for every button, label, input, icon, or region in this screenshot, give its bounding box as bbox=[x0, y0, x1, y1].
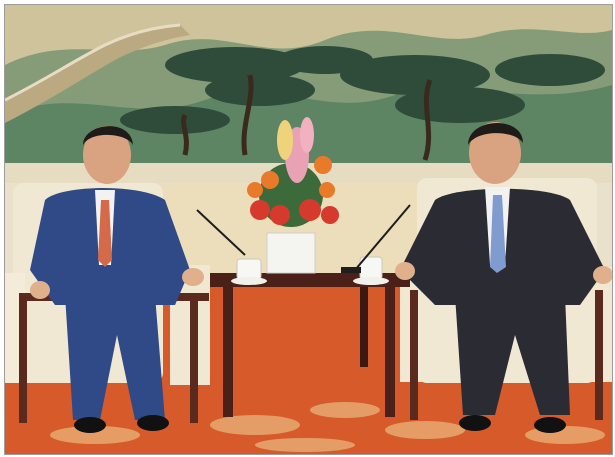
right-person bbox=[395, 122, 612, 433]
left-person bbox=[30, 126, 204, 433]
meeting-photo bbox=[5, 5, 612, 454]
flower-arrangement bbox=[247, 117, 339, 274]
microphones bbox=[196, 204, 411, 271]
photo-frame bbox=[4, 4, 613, 455]
teacups bbox=[231, 256, 389, 285]
